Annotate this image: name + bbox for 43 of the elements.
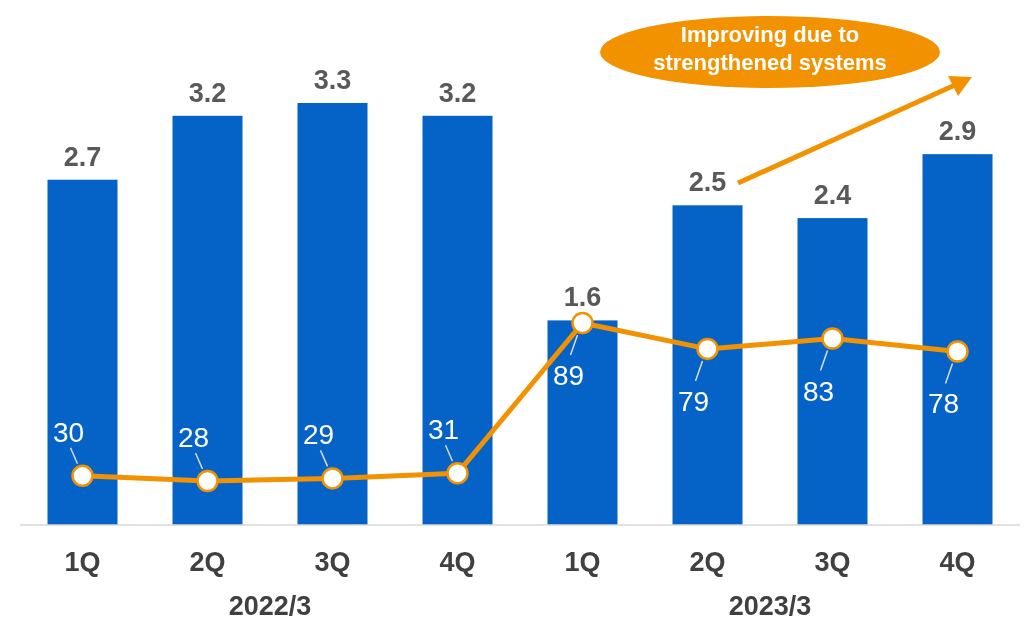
data-label: 2.4 [813,180,852,211]
x-tick-label: 1Q [564,547,601,577]
point [946,340,969,363]
x-tick-label: 2Q [189,547,226,577]
bar [672,205,743,525]
bar [172,115,243,525]
data-label: 28 [177,422,210,453]
data-label: 31 [427,414,460,446]
point [696,337,719,361]
data-label: 3.2 [438,77,477,108]
bar [422,115,493,525]
point [571,311,594,335]
bar [297,103,368,525]
data-label: 30 [52,416,85,448]
point [196,469,219,493]
bar [547,320,618,525]
point [71,464,94,488]
data-label: 78 [927,388,960,420]
data-label: 3.2 [188,77,227,108]
x-tick-label: 2Q [689,547,726,577]
x-tick-label: 3Q [314,547,351,577]
data-label: 79 [677,385,710,417]
text: 2022/3 [228,591,312,618]
data-label: 89 [552,360,585,391]
data-label: 3.3 [313,65,352,95]
x-tick-label: 4Q [439,547,476,577]
point [321,467,344,490]
data-label: 83 [802,375,835,407]
text: 2023/3 [728,591,812,618]
point [821,327,844,350]
data-label: 29 [302,419,335,451]
text: Improving due to strengthened systems [653,22,887,75]
point [446,461,469,485]
data-label: 2.9 [938,116,977,147]
x-tick-label: 3Q [814,547,851,577]
data-label: 2.7 [63,141,102,172]
x-tick-label: 1Q [64,547,101,577]
bar [797,218,868,525]
x-tick-label: 4Q [939,547,976,577]
data-label: 2.5 [688,167,727,198]
data-label: 1.6 [563,282,602,313]
bar [47,179,118,525]
bar [922,154,993,525]
